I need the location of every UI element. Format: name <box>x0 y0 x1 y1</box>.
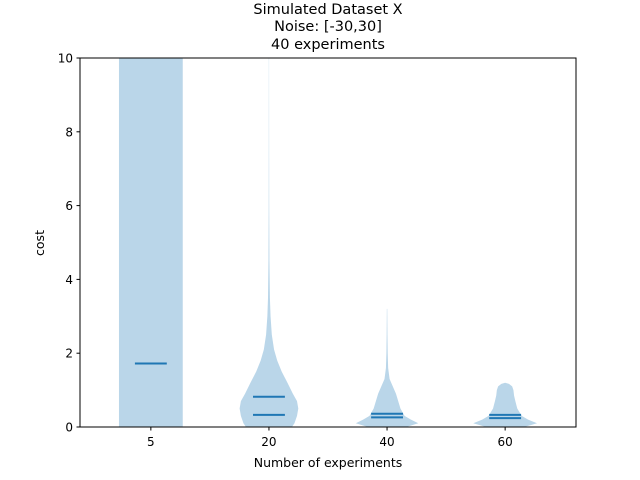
violin-body-20 <box>239 58 299 427</box>
x-axis: 5 20 40 60 <box>147 427 513 449</box>
title-line-3: 40 experiments <box>271 37 385 53</box>
y-tick-label-6: 6 <box>65 199 73 213</box>
y-tick-label-2: 2 <box>65 347 73 361</box>
chart-title: Simulated Dataset X Noise: [-30,30] 40 e… <box>253 2 402 53</box>
y-axis: 0 2 4 6 8 10 <box>58 52 80 435</box>
title-line-1: Simulated Dataset X <box>253 2 402 18</box>
x-tick-label-60: 60 <box>498 435 513 449</box>
violin-body-40 <box>355 308 419 427</box>
title-line-2: Noise: [-30,30] <box>274 19 382 35</box>
violin-body-60 <box>473 382 538 427</box>
x-tick-label-40: 40 <box>379 435 394 449</box>
x-tick-label-5: 5 <box>147 435 155 449</box>
x-axis-label: Number of experiments <box>254 455 403 470</box>
x-tick-label-20: 20 <box>261 435 276 449</box>
y-tick-label-4: 4 <box>65 273 73 287</box>
plot-frame <box>79 57 577 428</box>
violin-layer <box>118 58 538 427</box>
y-axis-label: cost <box>32 230 47 256</box>
y-tick-label-0: 0 <box>65 421 73 435</box>
y-tick-label-10: 10 <box>58 52 73 66</box>
violin-body-5 <box>118 58 183 427</box>
y-tick-label-8: 8 <box>65 125 73 139</box>
